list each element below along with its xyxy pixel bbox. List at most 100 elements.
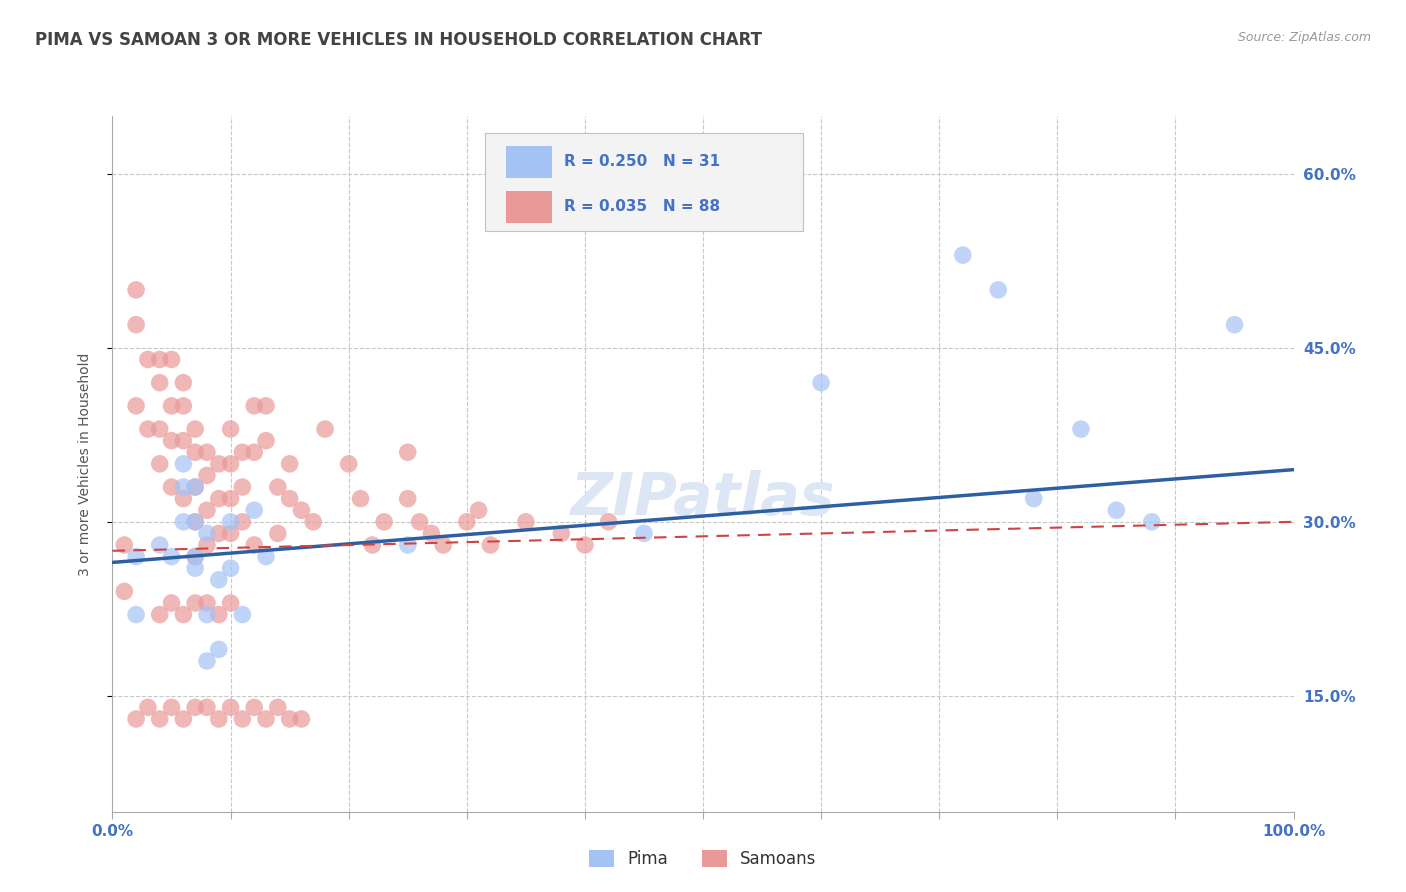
Point xyxy=(195,503,218,517)
Text: R = 0.035   N = 88: R = 0.035 N = 88 xyxy=(564,199,720,214)
Point xyxy=(195,700,218,714)
Point xyxy=(290,712,312,726)
Point xyxy=(184,445,207,459)
Point xyxy=(550,526,572,541)
Point xyxy=(396,538,419,552)
Point xyxy=(278,712,301,726)
Point xyxy=(160,352,183,367)
Point xyxy=(1223,318,1246,332)
Point xyxy=(208,457,231,471)
Point xyxy=(195,526,218,541)
Point xyxy=(479,538,502,552)
Point xyxy=(231,515,253,529)
Text: ZIPatlas: ZIPatlas xyxy=(571,470,835,527)
Point xyxy=(136,700,159,714)
Point xyxy=(184,700,207,714)
Point xyxy=(396,445,419,459)
Point xyxy=(987,283,1010,297)
Point xyxy=(208,526,231,541)
Point xyxy=(184,480,207,494)
Point xyxy=(112,538,135,552)
Point xyxy=(278,457,301,471)
Point xyxy=(125,712,148,726)
Point xyxy=(278,491,301,506)
Text: PIMA VS SAMOAN 3 OR MORE VEHICLES IN HOUSEHOLD CORRELATION CHART: PIMA VS SAMOAN 3 OR MORE VEHICLES IN HOU… xyxy=(35,31,762,49)
Point xyxy=(172,491,194,506)
Point xyxy=(149,376,172,390)
Point xyxy=(456,515,478,529)
Point xyxy=(172,376,194,390)
Point xyxy=(302,515,325,529)
Point xyxy=(1022,491,1045,506)
Point xyxy=(231,607,253,622)
Point xyxy=(195,538,218,552)
Point xyxy=(231,712,253,726)
Point xyxy=(149,712,172,726)
Point xyxy=(195,607,218,622)
Point xyxy=(208,712,231,726)
Point xyxy=(254,434,277,448)
Legend: Pima, Samoans: Pima, Samoans xyxy=(582,843,824,875)
Point xyxy=(149,352,172,367)
Point xyxy=(349,491,371,506)
Point xyxy=(208,642,231,657)
Point xyxy=(184,422,207,436)
Point xyxy=(160,399,183,413)
Point xyxy=(432,538,454,552)
Point xyxy=(172,399,194,413)
FancyBboxPatch shape xyxy=(506,191,551,223)
Point xyxy=(243,399,266,413)
Point xyxy=(243,503,266,517)
Point xyxy=(254,549,277,564)
Point xyxy=(1140,515,1163,529)
Point xyxy=(208,491,231,506)
Point xyxy=(219,457,242,471)
Point xyxy=(243,700,266,714)
Point xyxy=(361,538,384,552)
Point xyxy=(160,480,183,494)
Point xyxy=(184,480,207,494)
Point xyxy=(160,596,183,610)
Point xyxy=(243,538,266,552)
Point xyxy=(314,422,336,436)
Y-axis label: 3 or more Vehicles in Household: 3 or more Vehicles in Household xyxy=(77,352,91,575)
Point xyxy=(112,584,135,599)
Point xyxy=(254,399,277,413)
Point xyxy=(125,399,148,413)
Point xyxy=(125,318,148,332)
Point xyxy=(219,491,242,506)
Point xyxy=(267,700,290,714)
Point xyxy=(125,549,148,564)
Point xyxy=(254,712,277,726)
Text: R = 0.250   N = 31: R = 0.250 N = 31 xyxy=(564,154,720,169)
Point xyxy=(172,712,194,726)
Point xyxy=(219,526,242,541)
Point xyxy=(172,480,194,494)
Point xyxy=(219,422,242,436)
Point xyxy=(219,700,242,714)
Point xyxy=(149,607,172,622)
FancyBboxPatch shape xyxy=(485,134,803,231)
Point xyxy=(208,573,231,587)
Point xyxy=(408,515,430,529)
Point xyxy=(195,654,218,668)
Point xyxy=(598,515,620,529)
Point xyxy=(219,515,242,529)
Point xyxy=(136,352,159,367)
Point xyxy=(195,468,218,483)
Point xyxy=(160,549,183,564)
Point xyxy=(125,607,148,622)
Point xyxy=(396,491,419,506)
Point xyxy=(219,561,242,575)
Point xyxy=(184,549,207,564)
Point xyxy=(243,445,266,459)
Text: Source: ZipAtlas.com: Source: ZipAtlas.com xyxy=(1237,31,1371,45)
Point xyxy=(1105,503,1128,517)
Point xyxy=(208,607,231,622)
FancyBboxPatch shape xyxy=(506,146,551,178)
Point xyxy=(267,526,290,541)
Point xyxy=(219,596,242,610)
Point xyxy=(149,422,172,436)
Point xyxy=(810,376,832,390)
Point xyxy=(195,596,218,610)
